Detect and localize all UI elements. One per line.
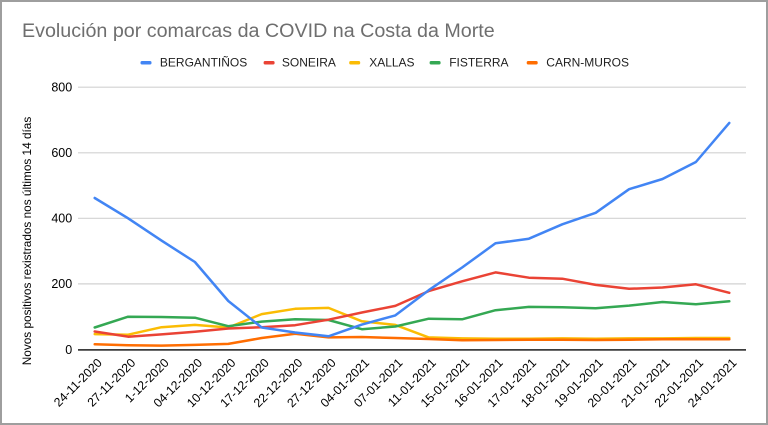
svg-text:FISTERRA: FISTERRA (449, 56, 508, 70)
svg-text:CARN-MUROS: CARN-MUROS (546, 56, 629, 70)
svg-text:800: 800 (51, 81, 72, 95)
svg-text:0: 0 (65, 343, 72, 357)
svg-text:200: 200 (51, 277, 72, 291)
svg-text:400: 400 (51, 212, 72, 226)
svg-text:600: 600 (51, 146, 72, 160)
svg-text:Evolución por comarcas da COVI: Evolución por comarcas da COVID na Costa… (22, 20, 495, 42)
svg-text:SONEIRA: SONEIRA (282, 56, 336, 70)
svg-text:BERGANTIÑOS: BERGANTIÑOS (160, 56, 247, 70)
svg-text:XALLAS: XALLAS (369, 56, 414, 70)
svg-text:Novos positivos rexistrados no: Novos positivos rexistrados nos últimos … (20, 117, 34, 366)
